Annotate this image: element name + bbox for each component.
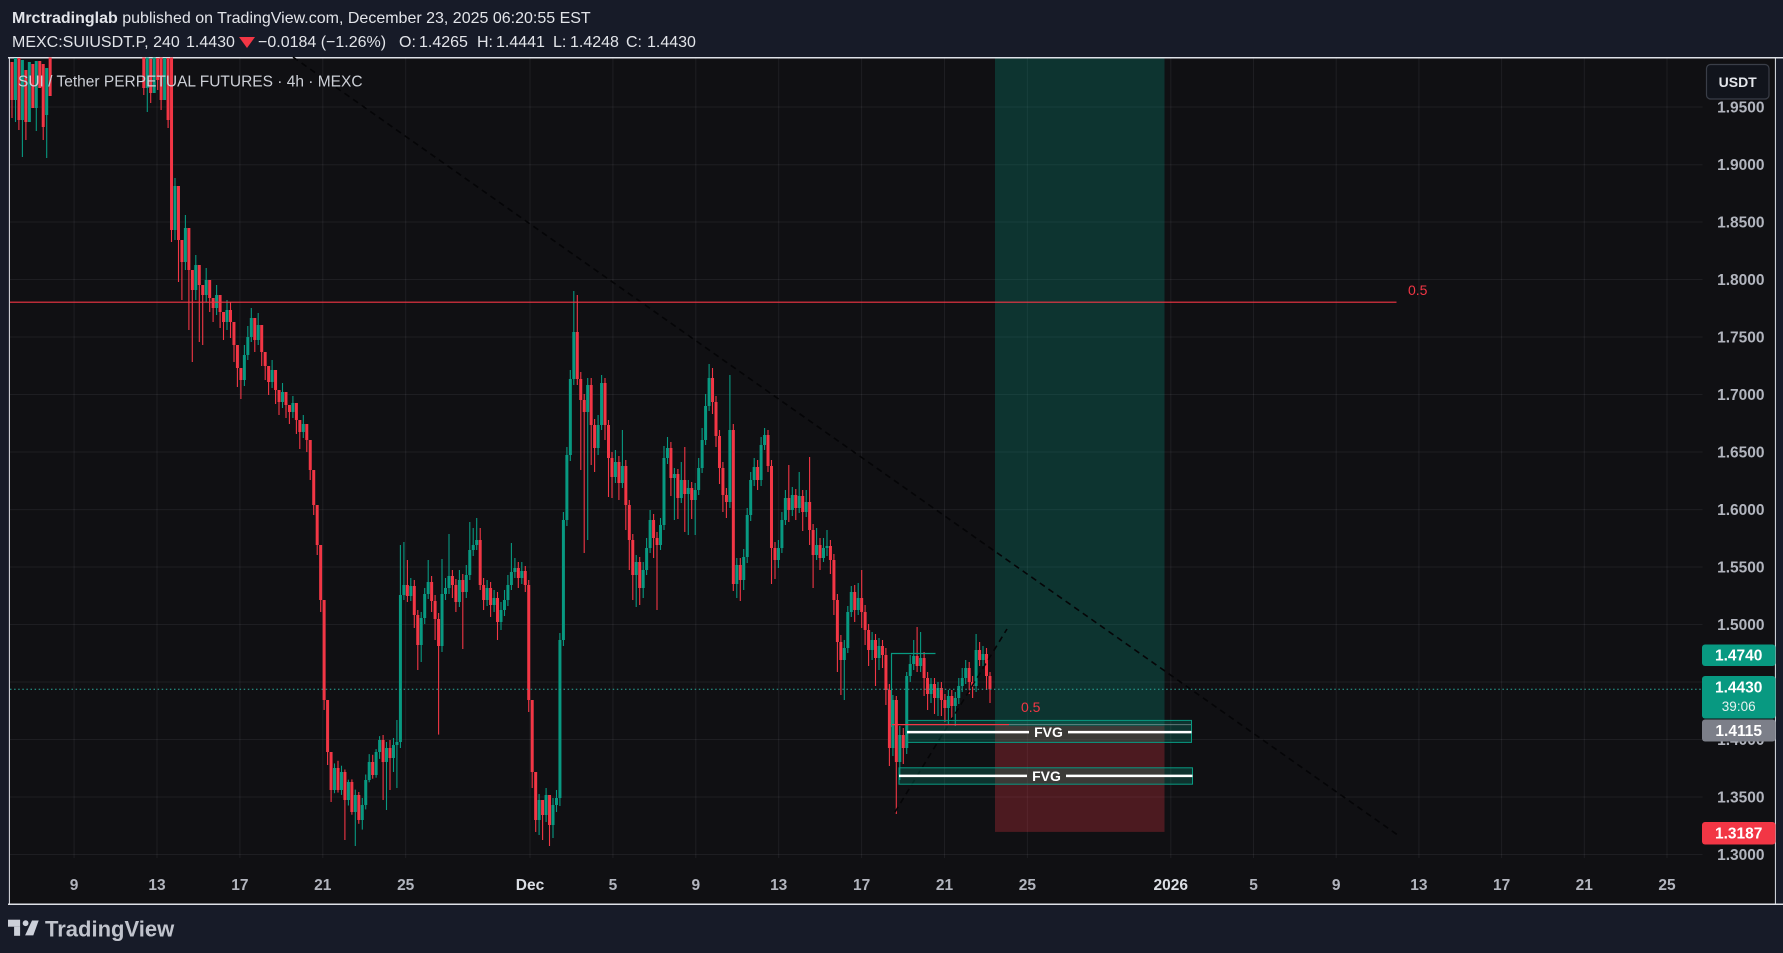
svg-text:1.4430: 1.4430 bbox=[1715, 680, 1762, 697]
svg-text:1.4441: 1.4441 bbox=[496, 34, 545, 51]
svg-text:TradingView: TradingView bbox=[45, 917, 175, 942]
svg-text:25: 25 bbox=[397, 877, 415, 894]
svg-text:17: 17 bbox=[853, 877, 870, 894]
svg-text:1.3187: 1.3187 bbox=[1715, 826, 1762, 843]
svg-text:1.4115: 1.4115 bbox=[1715, 723, 1762, 740]
svg-text:9: 9 bbox=[70, 877, 79, 894]
svg-text:25: 25 bbox=[1019, 877, 1037, 894]
svg-text:L:: L: bbox=[553, 34, 566, 51]
svg-text:1.6500: 1.6500 bbox=[1717, 445, 1764, 462]
svg-text:1.5000: 1.5000 bbox=[1717, 617, 1764, 634]
svg-text:5: 5 bbox=[1249, 877, 1258, 894]
svg-text:O:: O: bbox=[399, 34, 416, 51]
svg-text:FVG: FVG bbox=[1034, 724, 1063, 740]
svg-text:USDT: USDT bbox=[1719, 74, 1758, 90]
svg-text:1.8000: 1.8000 bbox=[1717, 272, 1764, 289]
svg-text:0.5: 0.5 bbox=[1408, 282, 1428, 298]
svg-text:FVG: FVG bbox=[1032, 768, 1061, 784]
svg-text:1.9000: 1.9000 bbox=[1717, 157, 1764, 174]
svg-text:13: 13 bbox=[1410, 877, 1428, 894]
svg-text:1.3500: 1.3500 bbox=[1717, 790, 1764, 807]
svg-text:13: 13 bbox=[148, 877, 166, 894]
svg-text:1.4430: 1.4430 bbox=[186, 34, 235, 51]
svg-text:2026: 2026 bbox=[1154, 877, 1189, 894]
svg-text:1.4740: 1.4740 bbox=[1715, 648, 1762, 665]
svg-text:H:: H: bbox=[477, 34, 493, 51]
svg-text:1.6000: 1.6000 bbox=[1717, 502, 1764, 519]
svg-text:1.4248: 1.4248 bbox=[570, 34, 619, 51]
svg-text:5: 5 bbox=[609, 877, 618, 894]
svg-text:21: 21 bbox=[314, 877, 332, 894]
svg-text:17: 17 bbox=[1493, 877, 1510, 894]
svg-text:1.3000: 1.3000 bbox=[1717, 847, 1764, 864]
svg-text:MEXC:SUIUSDT.P, 240: MEXC:SUIUSDT.P, 240 bbox=[12, 34, 180, 51]
svg-text:17: 17 bbox=[231, 877, 248, 894]
svg-text:1.7500: 1.7500 bbox=[1717, 330, 1764, 347]
svg-text:25: 25 bbox=[1658, 877, 1676, 894]
svg-text:9: 9 bbox=[1332, 877, 1341, 894]
svg-text:SUI / Tether PERPETUAL FUTURES: SUI / Tether PERPETUAL FUTURES · 4h · ME… bbox=[18, 74, 363, 91]
svg-text:1.5500: 1.5500 bbox=[1717, 560, 1764, 577]
svg-text:0.5: 0.5 bbox=[1021, 699, 1041, 715]
svg-text:C:: C: bbox=[626, 34, 642, 51]
svg-text:1.4265: 1.4265 bbox=[419, 34, 468, 51]
svg-text:9: 9 bbox=[691, 877, 700, 894]
svg-text:−0.0184 (−1.26%): −0.0184 (−1.26%) bbox=[258, 34, 386, 51]
svg-text:1.9500: 1.9500 bbox=[1717, 100, 1764, 117]
svg-text:39:06: 39:06 bbox=[1722, 699, 1756, 714]
svg-text:13: 13 bbox=[770, 877, 788, 894]
svg-text:1.8500: 1.8500 bbox=[1717, 215, 1764, 232]
svg-text:Mrctradinglab published on Tra: Mrctradinglab published on TradingView.c… bbox=[12, 10, 591, 27]
svg-text:21: 21 bbox=[936, 877, 954, 894]
svg-text:21: 21 bbox=[1576, 877, 1594, 894]
svg-text:1.7000: 1.7000 bbox=[1717, 387, 1764, 404]
svg-text:Dec: Dec bbox=[516, 877, 545, 894]
svg-text:1.4430: 1.4430 bbox=[647, 34, 696, 51]
